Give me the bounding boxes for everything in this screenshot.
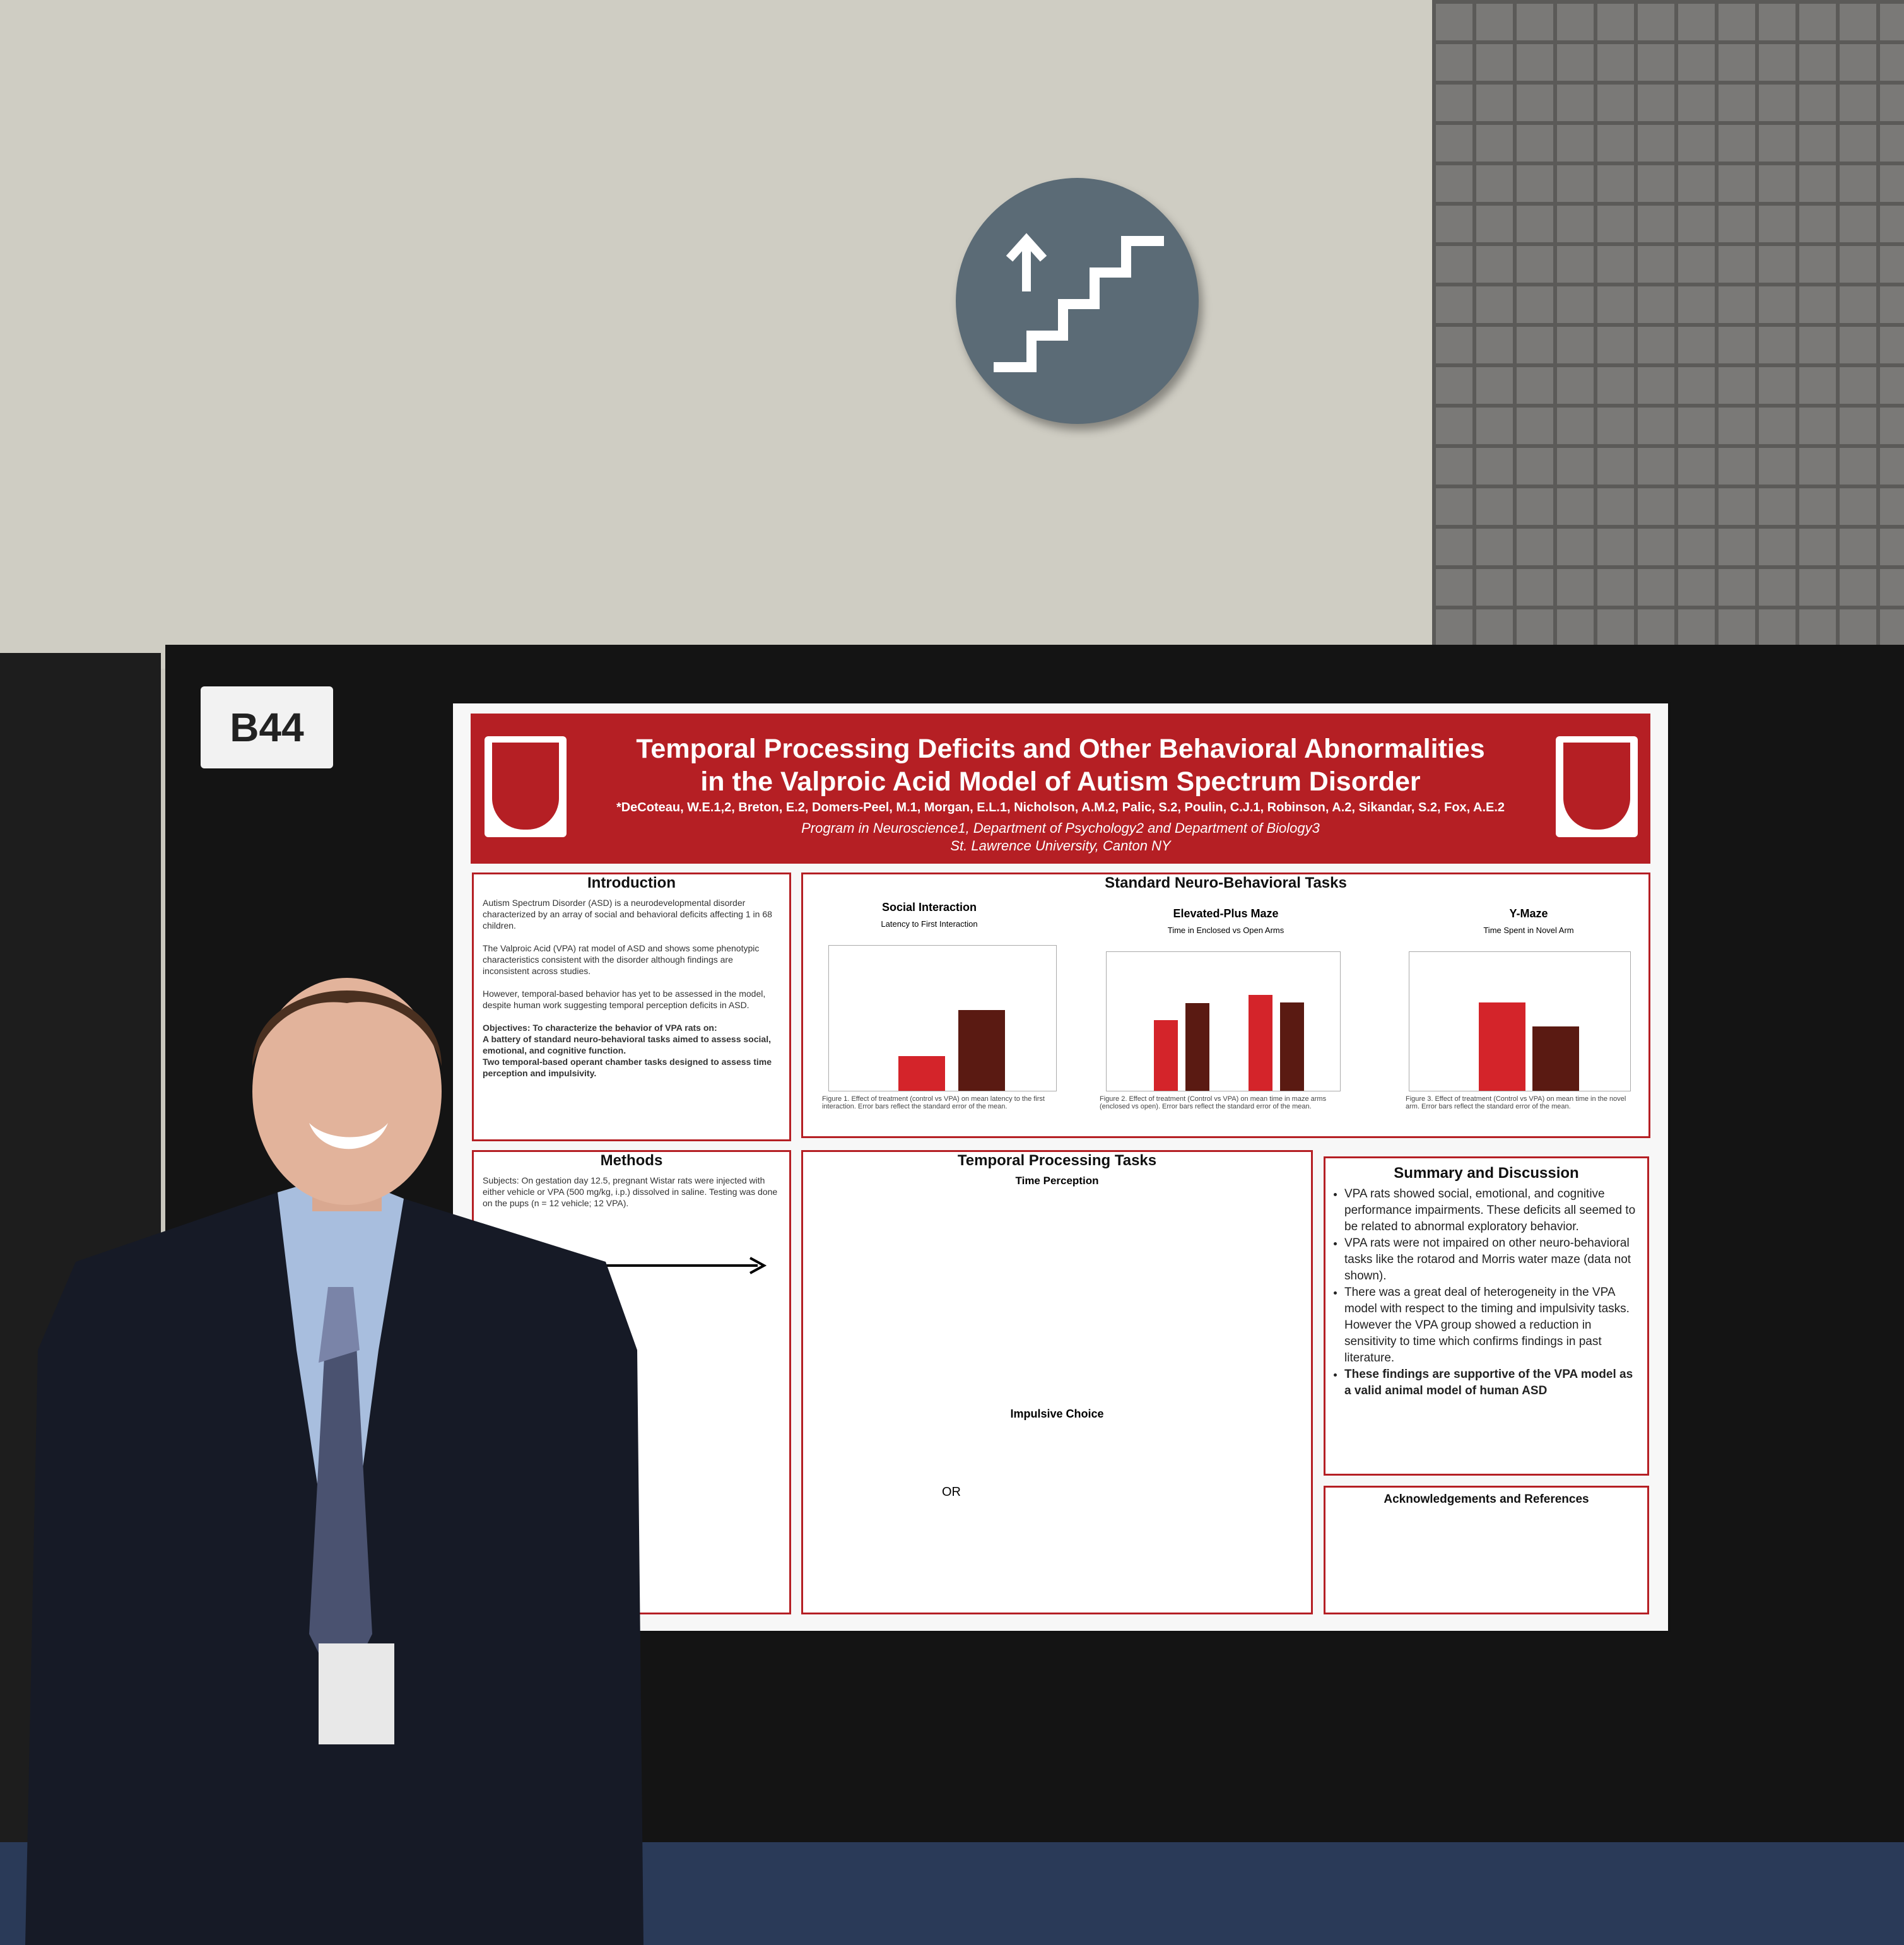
epm-bar-enclosed-control: [1154, 1020, 1178, 1091]
ymaze-title: Y-Maze: [1509, 907, 1548, 920]
standard-tasks-heading: Standard Neuro-Behavioral Tasks: [1105, 874, 1347, 891]
research-poster: Temporal Processing Deficits and Other B…: [453, 703, 1668, 1631]
poster-title: Temporal Processing Deficits and Other B…: [636, 734, 1485, 797]
epm-bar-open-control: [1249, 995, 1272, 1091]
acknowledgements-panel: Acknowledgements and References: [1324, 1486, 1649, 1614]
intro-p1: Autism Spectrum Disorder (ASD) is a neur…: [483, 898, 772, 931]
ack-heading: Acknowledgements and References: [1384, 1493, 1589, 1506]
social-subtitle: Latency to First Interaction: [881, 919, 978, 929]
crest-left-icon: [485, 736, 567, 837]
wall: [0, 0, 1432, 669]
ymaze-bar-vpa: [1532, 1026, 1579, 1091]
temporal-tasks-panel: Temporal Processing Tasks Time Perceptio…: [801, 1150, 1313, 1614]
standard-tasks-panel: Standard Neuro-Behavioral Tasks Social I…: [801, 873, 1650, 1138]
summary-bullet-3: There was a great deal of heterogeneity …: [1344, 1284, 1641, 1366]
introduction-panel: Introduction Autism Spectrum Disorder (A…: [472, 873, 791, 1141]
intro-p3: However, temporal-based behavior has yet…: [483, 989, 766, 1010]
impulsive-choice-label: Impulsive Choice: [1010, 1407, 1104, 1420]
intro-obj2: Two temporal-based operant chamber tasks…: [483, 1057, 772, 1078]
intro-objectives: Objectives: To characterize the behavior…: [483, 1023, 717, 1033]
epm-bar-open-vpa: [1280, 1002, 1304, 1091]
crest-right-icon: [1556, 736, 1638, 837]
summary-bullet-1: VPA rats showed social, emotional, and c…: [1344, 1186, 1641, 1235]
epm-subtitle: Time in Enclosed vs Open Arms: [1167, 925, 1284, 935]
methods-heading: Methods: [600, 1152, 663, 1169]
ymaze-bar-control: [1479, 1002, 1525, 1091]
intro-obj1: A battery of standard neuro-behavioral t…: [483, 1034, 771, 1055]
epm-caption: Figure 2. Effect of treatment (Control v…: [1100, 1095, 1327, 1110]
summary-bullet-2: VPA rats were not impaired on other neur…: [1344, 1235, 1641, 1284]
social-chart: [828, 945, 1057, 1091]
social-bar-vpa: [958, 1010, 1005, 1091]
or-label: OR: [942, 1485, 961, 1499]
epm-title: Elevated-Plus Maze: [1173, 907, 1279, 920]
ymaze-subtitle: Time Spent in Novel Arm: [1483, 925, 1574, 935]
presenter-person: [25, 978, 643, 1945]
ymaze-caption: Figure 3. Effect of treatment (Control v…: [1406, 1095, 1626, 1110]
epm-chart: [1106, 951, 1341, 1091]
poster-affiliation: Program in Neuroscience1, Department of …: [801, 820, 1320, 854]
poster-header: Temporal Processing Deficits and Other B…: [471, 714, 1650, 864]
stone-wall: [1432, 0, 1904, 694]
social-title: Social Interaction: [881, 901, 977, 914]
stairs-sign-icon: [956, 178, 1199, 424]
epm-bar-enclosed-vpa: [1185, 1003, 1209, 1091]
time-perception-label: Time Perception: [1015, 1175, 1099, 1187]
summary-heading: Summary and Discussion: [1394, 1165, 1579, 1182]
methods-subjects: Subjects: On gestation day 12.5, pregnan…: [483, 1175, 778, 1208]
temporal-heading: Temporal Processing Tasks: [957, 1152, 1157, 1169]
social-caption: Figure 1. Effect of treatment (control v…: [822, 1095, 1045, 1110]
ymaze-chart: [1409, 951, 1631, 1091]
summary-panel: Summary and Discussion VPA rats showed s…: [1324, 1156, 1649, 1476]
booth-label: B44: [201, 686, 333, 768]
poster-authors: *DeCoteau, W.E.1,2, Breton, E.2, Domers-…: [616, 801, 1505, 814]
intro-p2: The Valproic Acid (VPA) rat model of ASD…: [483, 943, 760, 976]
social-bar-control: [898, 1056, 945, 1091]
summary-bullet-4: These findings are supportive of the VPA…: [1344, 1366, 1641, 1399]
introduction-heading: Introduction: [587, 874, 676, 891]
